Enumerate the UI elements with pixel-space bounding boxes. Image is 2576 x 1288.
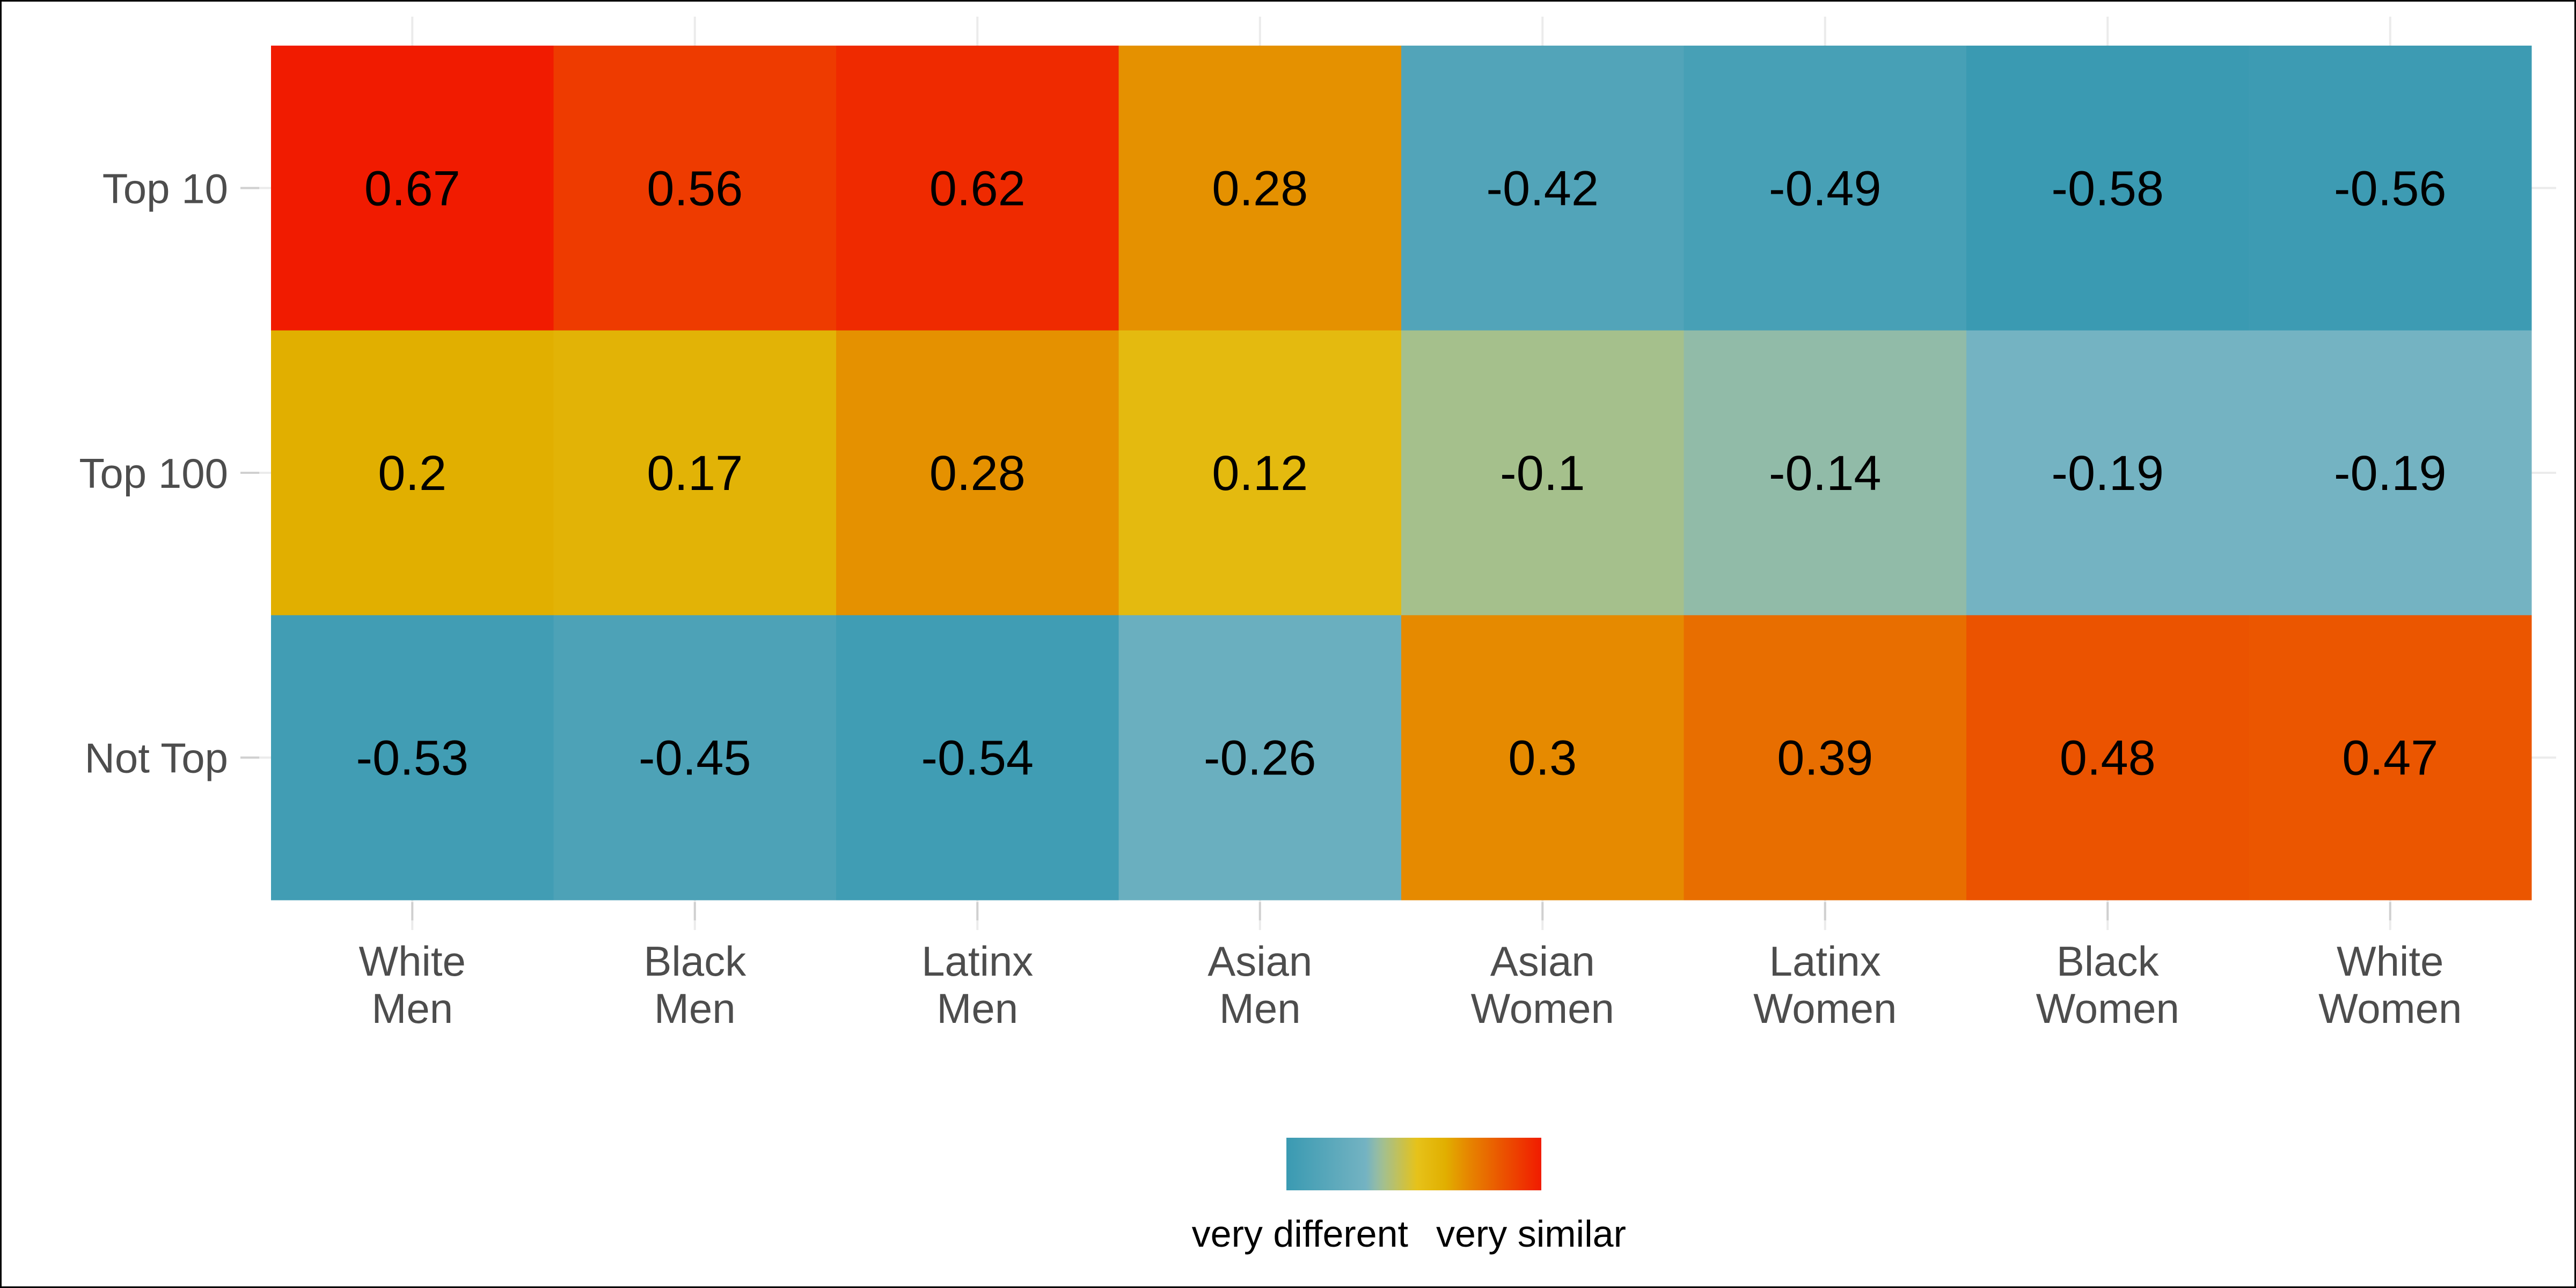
x-tick-label: Latinx Men <box>921 938 1033 1032</box>
y-tick-label: Not Top <box>85 735 228 782</box>
cell-value-label: 0.62 <box>930 161 1026 216</box>
cell-value-label: 0.56 <box>647 161 743 216</box>
x-tick-label: Black Men <box>643 938 747 1032</box>
heatmap-cell <box>836 330 1119 616</box>
cell-value-label: 0.39 <box>1777 731 1873 786</box>
heatmap-cell <box>1118 615 1402 901</box>
cell-value-label: 0.67 <box>364 161 460 216</box>
cell-value-label: -0.56 <box>2334 161 2447 216</box>
heatmap-cell <box>1401 615 1684 901</box>
heatmap-cell <box>1966 46 2249 331</box>
cell-value-label: 0.48 <box>2060 731 2156 786</box>
heatmap-cell <box>2249 615 2532 901</box>
heatmap-cell <box>1401 46 1684 331</box>
heatmap-cells <box>271 46 2532 901</box>
heatmap-cell <box>1401 330 1684 616</box>
y-axis: Top 10 Top 100 Not Top <box>79 165 259 782</box>
cell-value-label: 0.28 <box>930 446 1026 501</box>
heatmap-cell <box>1118 46 1402 331</box>
x-tick-label: White Women <box>2318 938 2462 1032</box>
cell-value-label: -0.58 <box>2051 161 2164 216</box>
heatmap-cell <box>1684 46 1967 331</box>
cell-value-label: -0.54 <box>921 731 1034 786</box>
cell-value-label: 0.3 <box>1508 731 1577 786</box>
x-tick-label: Asian Women <box>1471 938 1614 1032</box>
y-tick-label: Top 10 <box>103 165 228 212</box>
heatmap-cell <box>836 615 1119 901</box>
cell-value-label: -0.53 <box>356 731 469 786</box>
cell-value-label: -0.1 <box>1500 446 1585 501</box>
color-legend: very different very similar <box>1192 1138 1626 1255</box>
heatmap-cell <box>271 615 554 901</box>
heatmap-cell <box>553 615 837 901</box>
y-tick-label: Top 100 <box>79 450 228 497</box>
cell-value-label: 0.47 <box>2342 731 2438 786</box>
heatmap-cell <box>271 46 554 331</box>
cell-value-label: -0.19 <box>2334 446 2447 501</box>
heatmap-cell <box>1966 615 2249 901</box>
heatmap-cell <box>553 330 837 616</box>
heatmap-cell <box>1966 330 2249 616</box>
cell-value-label: 0.28 <box>1212 161 1308 216</box>
heatmap-cell <box>2249 330 2532 616</box>
cell-value-label: -0.45 <box>639 731 751 786</box>
cell-value-label: -0.14 <box>1769 446 1882 501</box>
legend-low-label: very different <box>1192 1213 1408 1255</box>
cell-value-label: -0.42 <box>1486 161 1599 216</box>
heatmap-cell <box>836 46 1119 331</box>
legend-color-bar <box>1286 1138 1541 1190</box>
heatmap-cell <box>1118 330 1402 616</box>
x-axis: White Men Black Men Latinx Men Asian Men Asian Wo… <box>359 902 2462 1032</box>
cell-value-label: -0.19 <box>2051 446 2164 501</box>
x-tick-label: Asian Men <box>1208 938 1312 1032</box>
x-tick-label: Latinx Women <box>1753 938 1897 1032</box>
cell-value-label: 0.12 <box>1212 446 1308 501</box>
legend-high-label: very similar <box>1436 1213 1626 1255</box>
cell-value-label: 0.2 <box>378 446 447 501</box>
cell-value-label: -0.26 <box>1204 731 1316 786</box>
heatmap-cell <box>1684 330 1967 616</box>
heatmap-cell <box>2249 46 2532 331</box>
x-tick-label: Black Women <box>2036 938 2179 1032</box>
cell-value-labels: 0.67 0.56 0.62 0.28 -0.42 -0.49 -0.58 -0.56 0.2 0… <box>356 161 2446 785</box>
heatmap-cell <box>271 330 554 616</box>
heatmap-cell <box>553 46 837 331</box>
x-tick-label: White Men <box>359 938 466 1032</box>
cell-value-label: -0.49 <box>1769 161 1882 216</box>
heatmap-cell <box>1684 615 1967 901</box>
cell-value-label: 0.17 <box>647 446 743 501</box>
